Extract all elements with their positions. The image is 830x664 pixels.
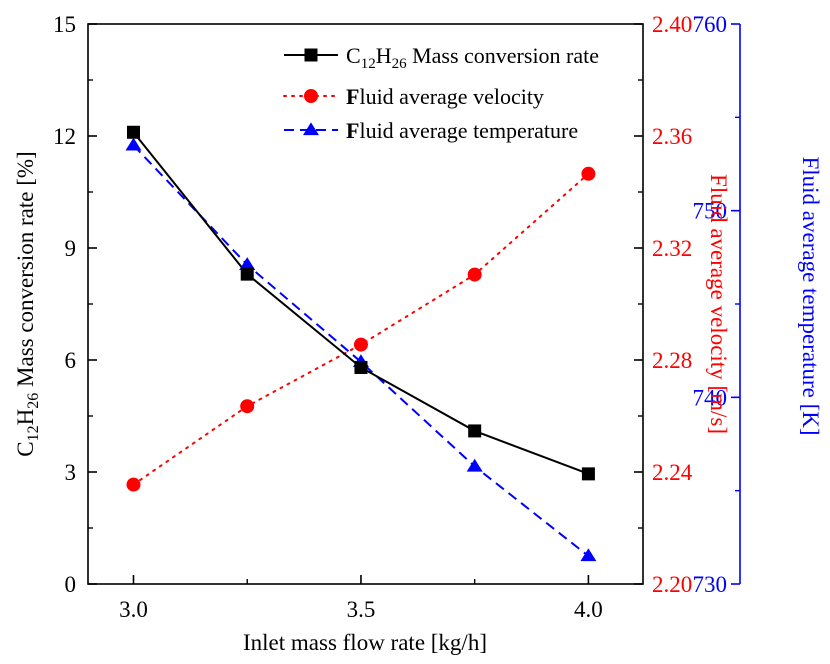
temperature-tick-label: 740 — [693, 385, 728, 410]
left-title-part: 26 — [25, 393, 42, 409]
bottom-axis-ticks: 3.0 3.5 4.0 — [119, 575, 603, 622]
data-point-triangle — [466, 458, 483, 472]
series-line-circle — [132, 172, 590, 486]
left-axis-ticks: 0 3 6 9 12 15 — [53, 12, 97, 597]
legend-label-part: luid average temperature — [359, 118, 578, 143]
series-layer — [125, 125, 597, 562]
legend-label-part: 12 — [361, 56, 376, 72]
legend-label-part: F — [346, 84, 359, 109]
temperature-axis-ticks: 730 740 750 760 — [693, 12, 740, 597]
velocity-tick-label: 2.36 — [652, 124, 692, 149]
legend: C12H26 Mass conversion rate Fluid average… — [283, 43, 599, 143]
data-point-square — [468, 424, 482, 438]
left-title-part: 12 — [25, 425, 42, 441]
temperature-tick-label: 760 — [693, 12, 728, 37]
legend-label-part: H — [376, 43, 392, 68]
series-line-square — [132, 131, 589, 475]
legend-label-part: C — [346, 43, 361, 68]
legend-label-part: F — [346, 118, 359, 143]
data-point-triangle — [580, 548, 597, 562]
series-line-triangle — [132, 144, 590, 557]
velocity-axis-ticks: 2.20 2.24 2.28 2.32 2.36 2.40 — [634, 12, 693, 597]
legend-marker-circle — [304, 89, 318, 103]
velocity-tick-label: 2.20 — [652, 572, 692, 597]
bottom-tick-label: 4.0 — [574, 597, 603, 622]
data-point-circle — [467, 267, 482, 282]
bottom-tick-label: 3.5 — [347, 597, 376, 622]
legend-label: Fluid average temperature — [346, 118, 578, 143]
data-point-circle — [126, 477, 141, 492]
bottom-tick-label: 3.0 — [119, 597, 148, 622]
left-tick-label: 6 — [65, 348, 77, 373]
data-point-square — [354, 360, 368, 374]
left-tick-label: 12 — [53, 124, 76, 149]
x-axis-title: Inlet mass flow rate [kg/h] — [243, 630, 487, 655]
velocity-tick-label: 2.28 — [652, 348, 692, 373]
legend-marker-square — [304, 48, 318, 62]
velocity-tick-label: 2.40 — [652, 12, 692, 37]
left-title-part: Mass conversion rate [%] — [13, 151, 38, 392]
velocity-tick-label: 2.24 — [652, 460, 693, 485]
legend-label-part: luid average velocity — [359, 84, 543, 109]
data-point-circle — [240, 399, 255, 414]
data-point-square — [240, 267, 254, 281]
data-point-circle — [353, 337, 368, 352]
left-axis-title: C12H26 Mass conversion rate [%] — [13, 151, 42, 456]
legend-label-part: 26 — [392, 56, 408, 72]
left-tick-label: 0 — [65, 572, 77, 597]
left-title-part: C — [13, 441, 38, 456]
temperature-tick-label: 750 — [693, 199, 728, 224]
temperature-tick-label: 730 — [693, 572, 728, 597]
legend-label: C12H26 Mass conversion rate — [346, 43, 599, 72]
data-point-square — [581, 467, 595, 481]
data-point-square — [126, 125, 140, 139]
left-tick-label: 9 — [65, 236, 77, 261]
velocity-tick-label: 2.32 — [652, 236, 692, 261]
legend-label-part: Mass conversion rate — [407, 43, 599, 68]
legend-label: Fluid average velocity — [346, 84, 544, 109]
left-tick-label: 15 — [53, 12, 76, 37]
data-point-triangle — [239, 257, 256, 270]
legend-marker-triangle — [303, 122, 319, 136]
velocity-axis-title: Fluid average velocity [m/s] — [706, 174, 731, 434]
data-point-circle — [581, 166, 596, 181]
data-point-triangle — [125, 137, 142, 151]
left-title-part: H — [13, 409, 38, 426]
temperature-axis-title: Fluid average temperature [K] — [798, 156, 823, 435]
left-tick-label: 3 — [65, 460, 77, 485]
